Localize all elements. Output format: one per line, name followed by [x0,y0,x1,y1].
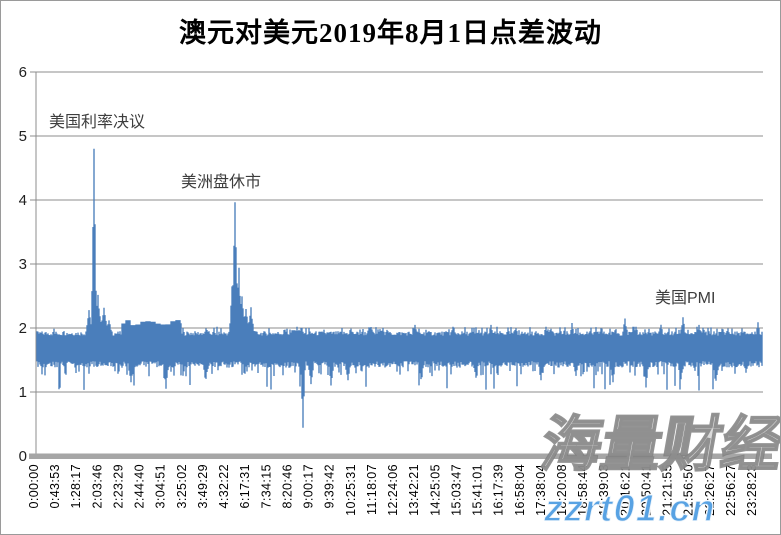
y-axis: 0 1 2 3 4 5 6 [19,64,37,465]
x-tick-label: 18:58:44 [576,464,590,516]
spread-band-path [36,148,763,428]
event-annotation: 美国PMI [655,289,715,307]
x-tick-label: 6:17:31 [238,464,252,509]
x-tick-label: 19:39:03 [597,464,611,516]
x-tick-label: 21:56:50 [682,464,696,516]
event-annotation: 美洲盘休市 [181,172,261,191]
x-tick-label: 11:18:07 [365,464,379,515]
y-tick-label: 3 [19,256,27,273]
event-annotation: 美国利率决议 [49,113,145,131]
x-tick-label: 3:25:02 [175,464,189,509]
x-tick-label: 3:49:29 [196,464,210,509]
x-tick-label: 16:58:04 [513,464,527,516]
spread-series [36,148,763,428]
y-tick-label: 1 [19,384,27,401]
x-tick-label: 17:38:04 [534,464,548,516]
y-tick-label: 0 [19,448,27,465]
x-tick-label: 18:20:08 [555,464,569,516]
x-tick-label: 10:25:31 [344,464,358,516]
x-tick-label: 4:32:22 [217,464,231,509]
x-tick-label: 15:03:47 [449,464,463,516]
x-tick-label: 22:56:27 [724,464,738,516]
x-tick-label: 20:16:21 [618,464,632,516]
chart-title: 澳元对美元2019年8月1日点差波动 [179,18,602,48]
x-axis-bar [29,453,772,459]
x-tick-label: 8:20:46 [280,464,294,509]
x-tick-label: 21:21:55 [661,464,675,516]
x-tick-label: 9:00:17 [302,464,316,509]
x-tick-label: 20:50:41 [640,464,654,516]
x-tick-label: 13:42:21 [407,464,421,516]
x-tick-label: 14:25:05 [428,464,442,516]
x-tick-label: 22:26:27 [703,464,717,516]
y-tick-label: 2 [19,320,27,337]
x-tick-label: 9:39:42 [323,464,337,509]
x-tick-label: 15:41:01 [471,464,485,516]
x-tick-label: 16:17:39 [492,464,506,516]
x-tick-label: 0:00:00 [27,464,41,509]
x-tick-label: 1:28:17 [69,464,83,509]
y-tick-label: 4 [19,192,27,209]
x-tick-label: 3:04:51 [154,464,168,509]
x-axis: 0:00:00 0:43:53 1:28:17 2:03:46 2:23:29 2:44:… [27,453,772,516]
x-tick-label: 2:03:46 [90,464,104,509]
x-tick-label: 0:43:53 [48,464,62,509]
x-tick-label: 2:44:40 [133,464,147,509]
x-tick-label: 2:23:29 [112,464,126,509]
y-tick-label: 5 [19,128,27,145]
x-tick-label: 12:24:06 [386,464,400,516]
x-tick-label: 7:34:15 [259,464,273,509]
x-tick-label: 23:28:23 [745,464,759,516]
y-tick-label: 6 [19,64,27,81]
